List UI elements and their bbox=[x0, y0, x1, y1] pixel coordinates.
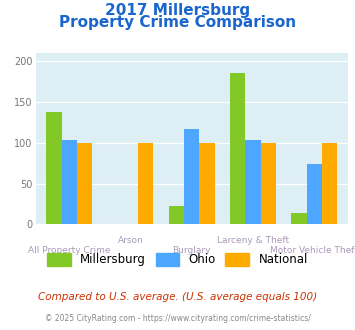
Bar bbox=[307, 164, 322, 224]
Bar bbox=[200, 143, 215, 224]
Text: © 2025 CityRating.com - https://www.cityrating.com/crime-statistics/: © 2025 CityRating.com - https://www.city… bbox=[45, 314, 310, 323]
Bar bbox=[61, 140, 77, 224]
Text: Property Crime Comparison: Property Crime Comparison bbox=[59, 15, 296, 30]
Bar bbox=[169, 207, 184, 224]
Bar bbox=[230, 73, 245, 224]
Text: All Property Crime: All Property Crime bbox=[28, 246, 110, 255]
Bar bbox=[261, 143, 276, 224]
Bar bbox=[291, 213, 307, 224]
Bar bbox=[322, 143, 337, 224]
Text: Motor Vehicle Theft: Motor Vehicle Theft bbox=[270, 246, 355, 255]
Text: Larceny & Theft: Larceny & Theft bbox=[217, 236, 289, 245]
Text: Compared to U.S. average. (U.S. average equals 100): Compared to U.S. average. (U.S. average … bbox=[38, 292, 317, 302]
Bar bbox=[77, 143, 92, 224]
Bar bbox=[184, 129, 200, 224]
Bar bbox=[46, 112, 61, 224]
Bar bbox=[138, 143, 153, 224]
Bar bbox=[245, 140, 261, 224]
Legend: Millersburg, Ohio, National: Millersburg, Ohio, National bbox=[47, 253, 308, 266]
Text: 2017 Millersburg: 2017 Millersburg bbox=[105, 3, 250, 18]
Text: Burglary: Burglary bbox=[173, 246, 211, 255]
Text: Arson: Arson bbox=[118, 236, 143, 245]
